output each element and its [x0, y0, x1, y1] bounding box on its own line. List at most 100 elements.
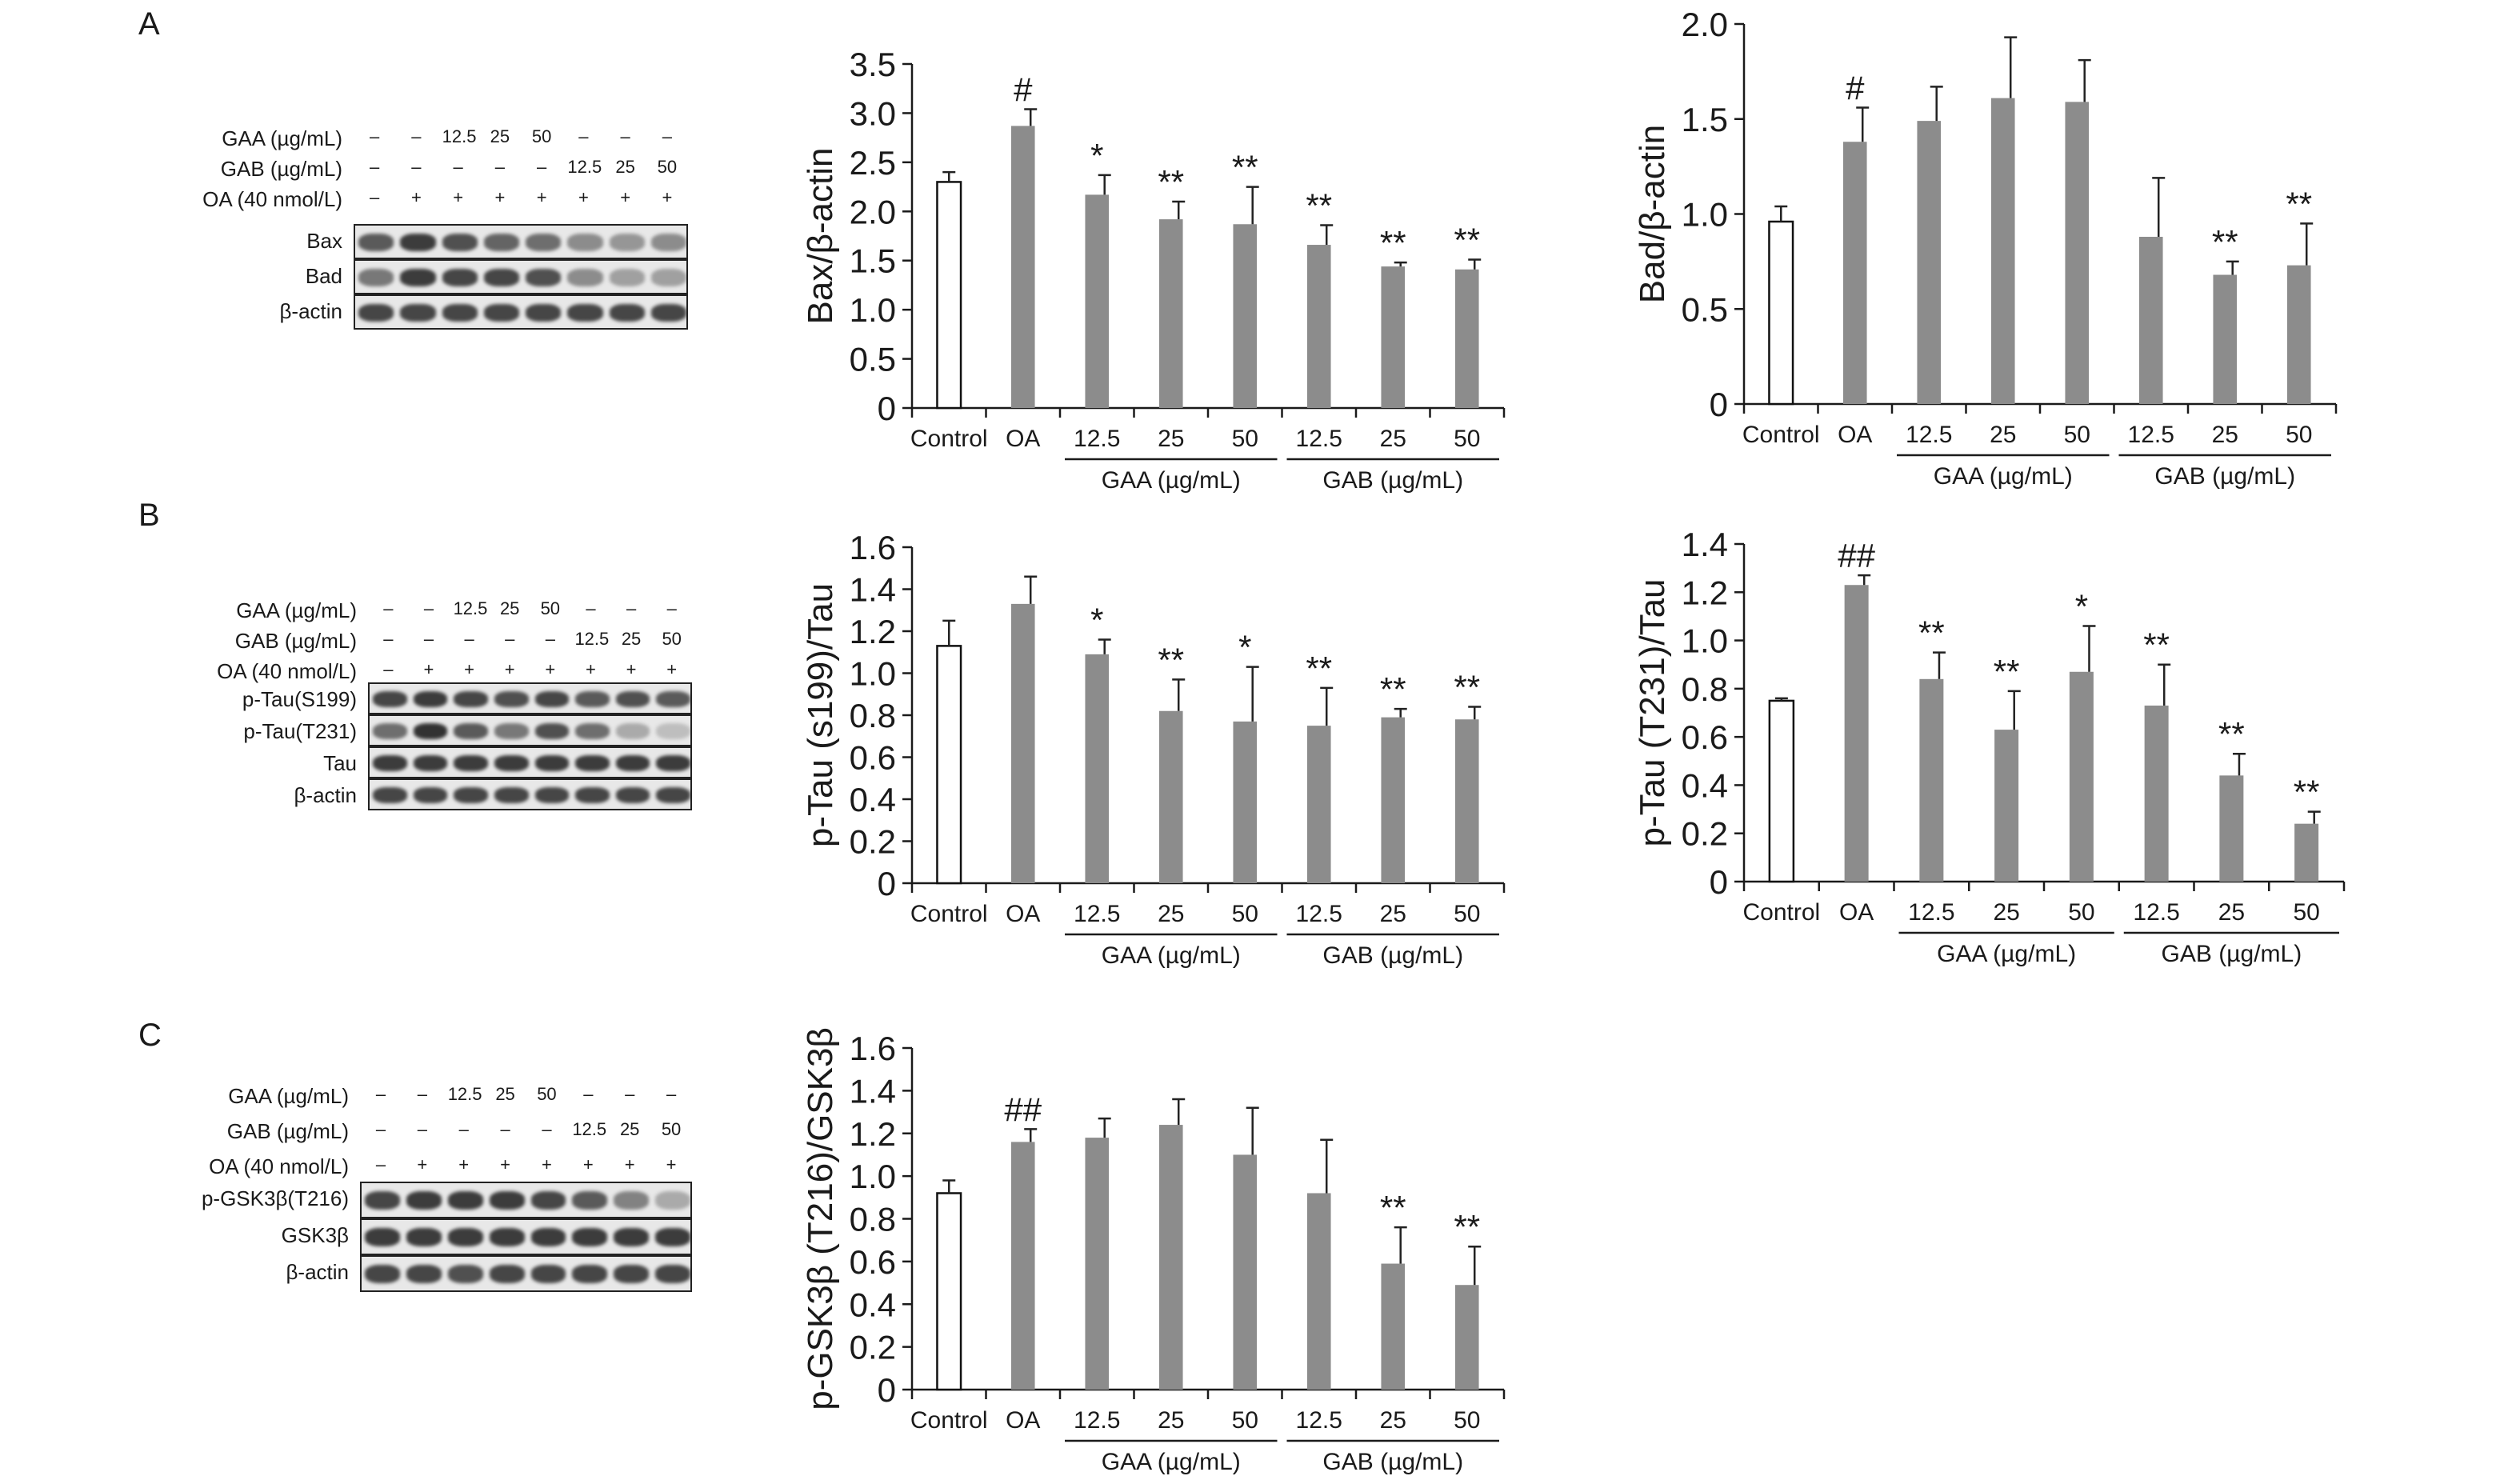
- x-tick-label: 12.5: [1074, 1407, 1120, 1434]
- blot-lane: [650, 303, 686, 322]
- blot-lane: [494, 722, 529, 739]
- x-tick-label: 12.5: [1296, 1407, 1342, 1434]
- x-tick-label: 50: [1454, 1407, 1480, 1434]
- treatment-mark: –: [505, 629, 515, 649]
- treatment-mark: +: [626, 659, 637, 679]
- treatment-mark: –: [383, 629, 394, 649]
- y-tick-label: 1.4: [1682, 526, 1728, 563]
- treatment-mark: –: [383, 598, 394, 618]
- blot-lane: [650, 268, 686, 286]
- blot-lane: [614, 1191, 650, 1210]
- treatment-label: GAB (µg/mL): [220, 157, 342, 181]
- blot-lane: [530, 1191, 566, 1210]
- treatment-mark: –: [620, 126, 630, 146]
- band-label: Bax: [306, 229, 342, 253]
- blot-lane: [483, 268, 519, 286]
- significance-marker: **: [1454, 1208, 1480, 1246]
- significance-marker: **: [1994, 653, 2020, 690]
- treatment-mark: –: [375, 1084, 386, 1104]
- treatment-mark: 50: [662, 629, 682, 649]
- y-tick-label: 1.6: [850, 529, 896, 566]
- blot-lane: [494, 754, 529, 771]
- blot-lane: [454, 690, 488, 707]
- treatment-mark: –: [370, 157, 380, 177]
- blot-lane: [534, 754, 570, 771]
- bar: [1010, 126, 1035, 408]
- treatment-label: OA (40 nmol/L): [209, 1154, 349, 1178]
- blot-lane: [406, 1265, 442, 1284]
- x-tick-label: 50: [2068, 899, 2094, 926]
- x-tick-label: 25: [1380, 901, 1406, 927]
- treatment-mark: 50: [661, 1119, 682, 1139]
- y-tick-label: 1.5: [850, 242, 896, 280]
- significance-marker: **: [1380, 224, 1406, 262]
- bar: [1768, 220, 1794, 406]
- blot-lane: [534, 690, 570, 707]
- blot-lane: [489, 1228, 525, 1247]
- bar: [2138, 237, 2163, 404]
- blot-band-strip: [360, 1255, 692, 1292]
- significance-marker: **: [2218, 715, 2245, 753]
- y-tick-label: 0.4: [1682, 766, 1728, 804]
- x-tick-label: 50: [2286, 422, 2312, 448]
- x-tick-label: 25: [1158, 901, 1184, 927]
- band-label: Tau: [323, 751, 357, 775]
- y-tick-label: 1.4: [850, 571, 896, 609]
- bar: [1842, 142, 1867, 404]
- blot-band-strip: [354, 294, 688, 330]
- blot-lane: [489, 1191, 525, 1210]
- blot-lane: [530, 1265, 566, 1284]
- treatment-mark: –: [494, 157, 505, 177]
- blot-lane: [400, 303, 436, 322]
- blot-lane: [365, 1191, 400, 1210]
- treatment-mark: +: [453, 187, 464, 207]
- x-tick-label: 50: [1232, 1407, 1258, 1434]
- bad-ratio-chart: 0 0.5 1.0 1.5 2.0 Bad/β-actin Control # OA 12.5 25…: [1633, 6, 2338, 490]
- significance-marker: **: [1454, 221, 1480, 258]
- x-tick-label: 50: [1454, 426, 1480, 452]
- x-tick-label: 25: [1990, 422, 2016, 448]
- treatment-mark: +: [504, 659, 515, 679]
- blot-lane: [494, 786, 529, 803]
- ptau-s199-ratio-chart: 0 0.2 0.4 0.6 0.8 1.0 1.2 1.4 1.6 p-Tau (s199)/Ta…: [801, 529, 1506, 969]
- significance-marker: *: [1238, 629, 1251, 666]
- bar: [2069, 671, 2094, 882]
- blot-lane: [614, 1265, 650, 1284]
- treatment-mark: 50: [657, 157, 678, 177]
- blot-lane: [655, 1191, 690, 1210]
- x-tick-label: 12.5: [2133, 899, 2179, 926]
- blot-lane: [575, 754, 610, 771]
- blot-lane: [373, 722, 407, 739]
- blot-lane: [650, 233, 686, 251]
- group-label: GAA (µg/mL): [1934, 463, 2073, 490]
- treatment-mark: –: [537, 157, 547, 177]
- x-tick-label: 50: [1232, 901, 1258, 927]
- y-tick-label: 0: [878, 390, 896, 427]
- treatment-mark: –: [545, 629, 555, 649]
- significance-marker: #: [1014, 71, 1033, 109]
- blot-lane: [614, 1228, 650, 1247]
- bar: [1990, 98, 2015, 404]
- treatment-mark: –: [578, 126, 589, 146]
- treatment-mark: 50: [540, 598, 561, 618]
- blot-lane: [609, 233, 645, 251]
- blot-band-strip: [354, 224, 688, 259]
- blot-lane: [400, 233, 436, 251]
- y-axis-label: p-Tau (s199)/Tau: [801, 583, 840, 847]
- treatment-mark: –: [625, 1084, 635, 1104]
- x-tick-label: 12.5: [1906, 422, 1952, 448]
- x-tick-label: 50: [2293, 899, 2319, 926]
- treatment-mark: 12.5: [442, 126, 477, 146]
- treatment-mark: –: [423, 598, 434, 618]
- significance-marker: **: [1306, 650, 1332, 687]
- significance-marker: **: [1380, 670, 1406, 708]
- x-tick-label: OA: [1006, 426, 1040, 452]
- treatment-label: OA (40 nmol/L): [217, 659, 357, 683]
- treatment-mark: +: [542, 1154, 552, 1174]
- treatment-mark: +: [624, 1154, 635, 1174]
- bar: [2144, 705, 2169, 882]
- treatment-mark: 12.5: [453, 598, 488, 618]
- y-tick-label: 2.0: [850, 193, 896, 230]
- y-tick-label: 0.5: [850, 341, 896, 378]
- bar: [1158, 710, 1183, 883]
